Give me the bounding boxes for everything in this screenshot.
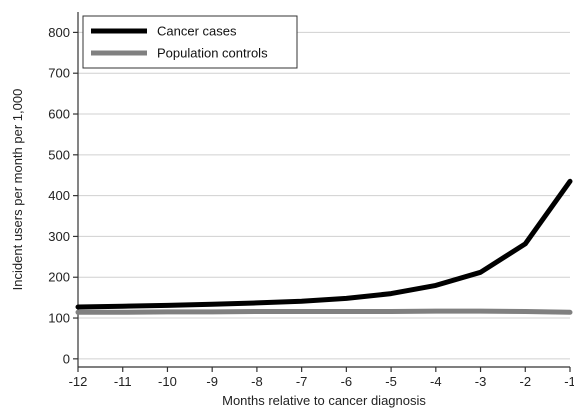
series-lines — [75, 178, 573, 315]
x-tick-label: -5 — [385, 374, 397, 389]
x-tick-label: -8 — [251, 374, 263, 389]
y-tick-label: 700 — [48, 66, 70, 81]
x-tick-label: -9 — [206, 374, 218, 389]
x-tick-label: -7 — [296, 374, 308, 389]
y-axis-title: Incident users per month per 1,000 — [10, 89, 25, 291]
y-tick-label: 400 — [48, 188, 70, 203]
x-tick-label: -3 — [475, 374, 487, 389]
legend-label-population-controls: Population controls — [157, 46, 268, 61]
series-line-cancer-cases — [75, 178, 573, 310]
y-tick-label: 600 — [48, 107, 70, 122]
x-tick-label: -1 — [564, 374, 574, 389]
x-tick-label: -2 — [519, 374, 531, 389]
x-axis-title: Months relative to cancer diagnosis — [222, 393, 426, 408]
legend-label-cancer-cases: Cancer cases — [157, 24, 237, 39]
gridlines — [78, 31, 570, 360]
y-tick-label: 500 — [48, 147, 70, 162]
y-tick-label: 0 — [63, 351, 70, 366]
legend: Cancer cases Population controls — [82, 15, 298, 69]
y-tick-label: 100 — [48, 311, 70, 326]
x-tick-label: -4 — [430, 374, 442, 389]
x-tick-label: -12 — [69, 374, 88, 389]
x-tick-label: -6 — [341, 374, 353, 389]
series-line-population-controls — [75, 308, 573, 315]
y-tick-label: 300 — [48, 229, 70, 244]
x-tick-label: -11 — [114, 374, 132, 389]
y-tick-label: 200 — [48, 270, 70, 285]
x-tick-label: -10 — [158, 374, 177, 389]
x-ticks: -12 -11 -10 -9 -8 -7 -6 -5 -4 -3 -2 -1 — [69, 367, 574, 389]
legend-box — [82, 15, 298, 69]
y-tick-label: 800 — [48, 25, 70, 40]
y-ticks: 0 100 200 300 400 500 600 700 800 — [48, 25, 78, 366]
